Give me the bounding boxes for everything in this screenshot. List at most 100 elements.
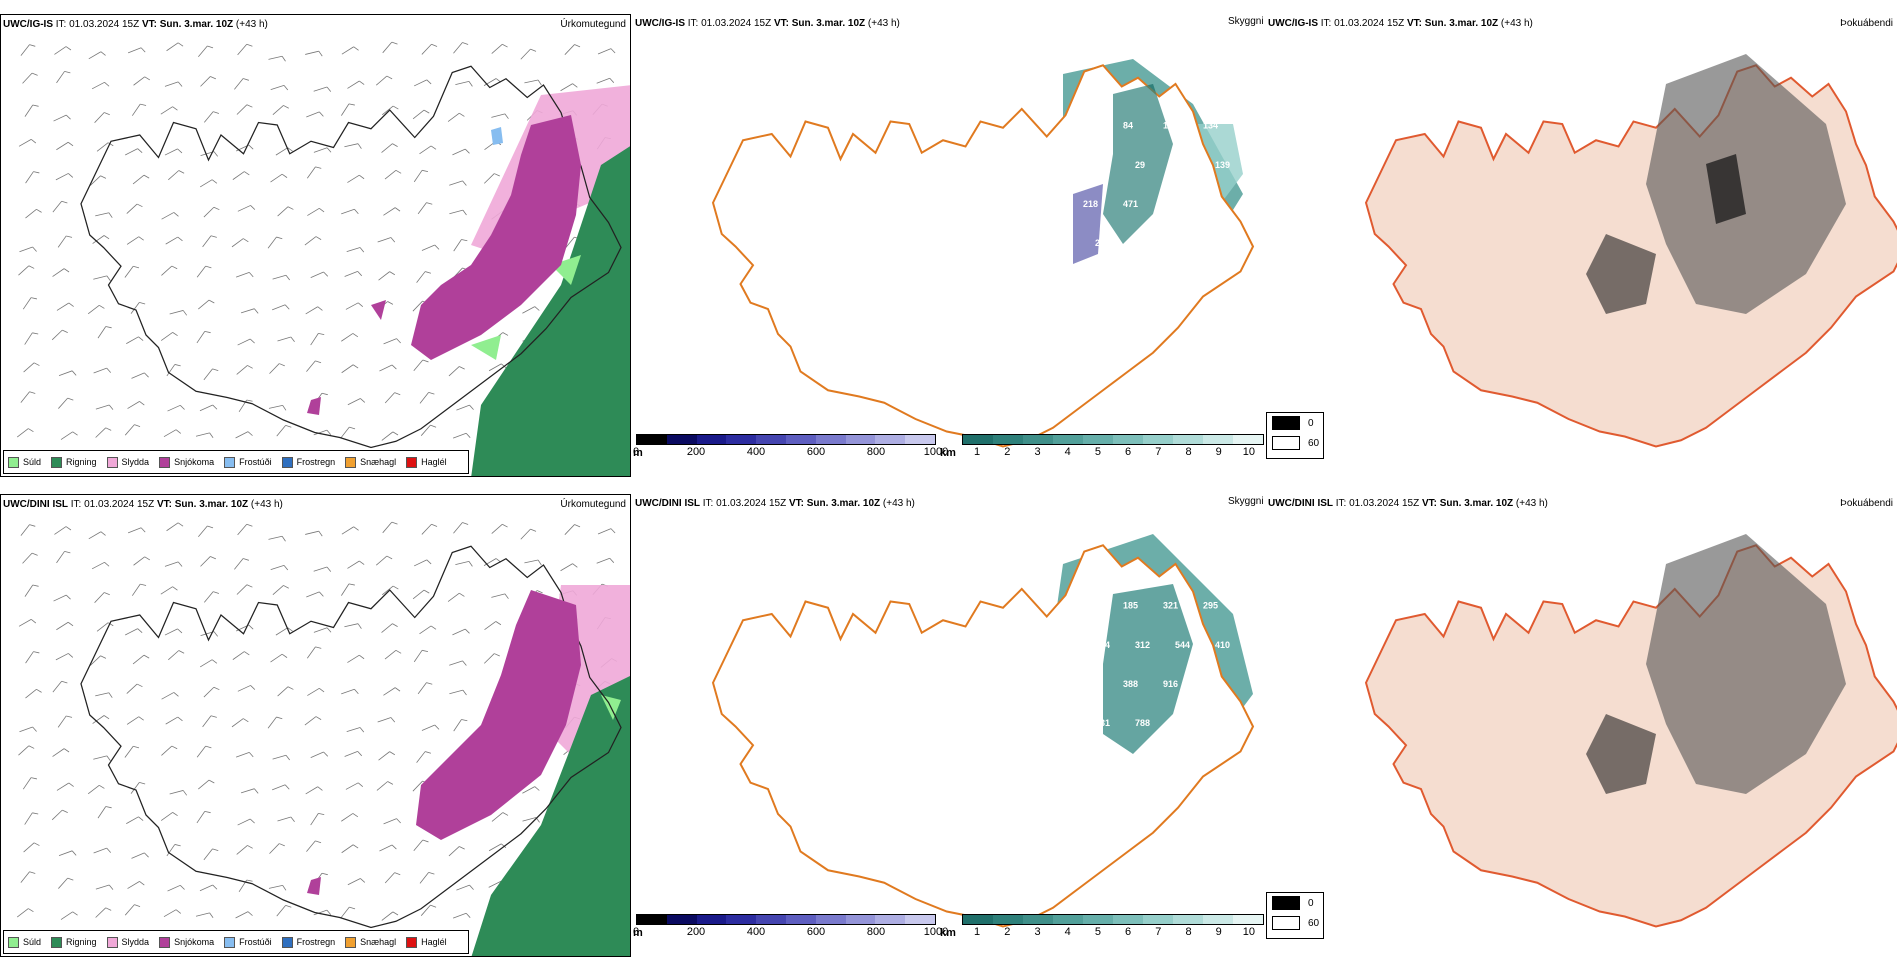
wind-barb-flag <box>459 366 465 370</box>
wind-barb <box>165 236 178 245</box>
visibility-scale-bottom: 1 2 3 4 5 6 7 8 9 10 <box>962 914 1264 940</box>
wind-barb <box>275 627 288 636</box>
wind-barb <box>417 682 427 695</box>
panel-title: Þokuábendi <box>1840 18 1893 29</box>
wind-barb <box>169 310 184 315</box>
wind-barb <box>455 81 470 86</box>
wind-barb-flag <box>248 272 254 278</box>
wind-barb-flag <box>504 113 509 119</box>
scale-cell <box>696 435 727 444</box>
wind-barb <box>484 173 495 184</box>
wind-barb <box>272 274 287 280</box>
wind-barb <box>417 202 427 215</box>
wind-barb-flag <box>530 528 537 532</box>
legend-item: Slydda <box>106 936 149 948</box>
visibility-value-label: 321 <box>1095 796 1110 806</box>
wind-barb <box>491 113 506 118</box>
wind-barb-flag <box>386 75 393 80</box>
wind-barb <box>203 206 215 218</box>
visibility-color-bar <box>962 914 1264 925</box>
scale-tick-label: 7 <box>1155 926 1162 938</box>
wind-barb-flag <box>392 623 398 627</box>
scale-cell <box>1083 915 1113 924</box>
wind-barb <box>20 524 30 536</box>
wind-barb <box>54 526 67 535</box>
wind-barb <box>19 246 33 253</box>
scale-tick-label: 200 <box>686 446 706 458</box>
wind-barb-flag <box>212 368 219 371</box>
wind-barb <box>164 561 179 567</box>
wind-barb-flag <box>103 715 110 720</box>
wind-barb <box>341 333 354 342</box>
wind-barb <box>384 169 397 180</box>
wind-barb <box>95 427 107 438</box>
wind-barb-flag <box>290 816 295 822</box>
wind-barb <box>237 685 251 692</box>
wind-barb-flag <box>68 173 74 178</box>
wind-barb <box>277 686 289 697</box>
wind-barb <box>51 329 63 341</box>
wind-barb <box>52 268 65 277</box>
wind-barb <box>310 333 319 346</box>
scale-cell <box>1113 915 1143 924</box>
wind-barb-flag <box>315 716 322 720</box>
wind-barb-flag <box>100 175 107 179</box>
visibility-value-label: 768 <box>1083 277 1098 287</box>
wind-barb-flag <box>211 659 218 664</box>
wind-barb <box>95 884 110 890</box>
wind-barb <box>195 432 210 437</box>
wind-barb <box>484 653 495 664</box>
wind-barb-flag <box>180 405 185 410</box>
legend-item: Frostregn <box>281 936 335 948</box>
visibility-value-label: 341 <box>1175 718 1190 728</box>
wind-barb <box>22 552 33 564</box>
scale-tick-label: 2 <box>1004 926 1011 938</box>
legend-item: Haglél <box>406 936 447 948</box>
wind-barb-flag <box>354 688 359 695</box>
wind-barb <box>20 44 30 56</box>
wind-barb-flag <box>281 56 286 62</box>
wind-barb <box>306 166 316 179</box>
wind-barb-flag <box>315 166 322 169</box>
scale-tick-label: 6 <box>1125 446 1132 458</box>
wind-barb-flag <box>502 332 509 336</box>
wind-barb-flag <box>250 685 256 690</box>
wind-barb <box>161 745 173 756</box>
wind-barb-flag <box>396 818 401 824</box>
wind-barb <box>20 871 30 883</box>
wind-barb <box>310 751 324 758</box>
wind-barb <box>232 651 245 660</box>
wind-barb <box>23 362 35 373</box>
wind-barb-flag <box>360 398 366 403</box>
wind-barb-flag <box>208 299 215 304</box>
wind-barb-flag <box>321 392 328 396</box>
wind-barb-flag <box>30 297 38 300</box>
wind-barb-flag <box>326 429 332 435</box>
wind-barb-flag <box>62 809 68 814</box>
wind-barb <box>413 359 424 371</box>
visibility-value-label: 410 <box>1215 640 1230 650</box>
wind-barb <box>307 687 320 696</box>
legend-item: Súld <box>8 936 41 948</box>
wind-barb <box>421 524 432 535</box>
wind-barb-flag <box>68 653 74 658</box>
wind-barb <box>384 649 397 660</box>
wind-barb <box>413 559 427 567</box>
wind-barb <box>419 625 432 635</box>
wind-barb-flag <box>574 524 581 528</box>
wind-barb <box>383 207 396 216</box>
scale-tick-label: 200 <box>686 926 706 938</box>
wind-barb <box>199 179 213 188</box>
wind-barb <box>416 751 426 763</box>
wind-barb-flag <box>171 745 178 750</box>
visibility-panel-top: UWC/IG-IS IT: 01.03.2024 15Z VT: Sun. 3.… <box>633 14 1264 477</box>
wind-barb <box>267 236 277 249</box>
wind-barb-flag <box>140 103 147 106</box>
wind-barb <box>382 41 393 54</box>
wind-barb-flag <box>501 363 507 368</box>
wind-barb-flag <box>177 628 183 634</box>
wind-barb <box>305 530 319 535</box>
wind-barb-flag <box>62 329 68 334</box>
wind-barb <box>491 812 504 822</box>
wind-barb-flag <box>394 392 401 396</box>
